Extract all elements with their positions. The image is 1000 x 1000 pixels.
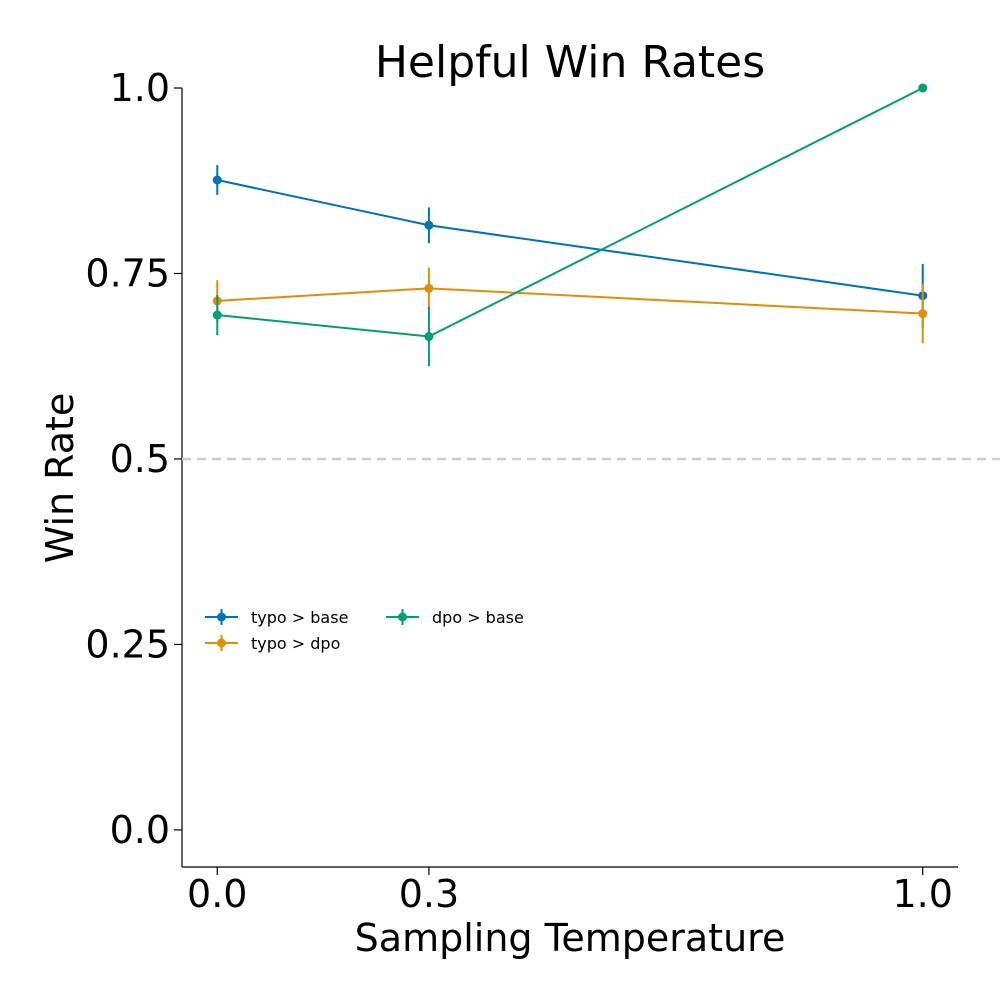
data-point-typo-dpo: [424, 283, 434, 293]
data-point-dpo-base: [918, 83, 928, 93]
data-point-dpo-base: [212, 310, 222, 320]
legend-marker-dpo-base: [398, 612, 407, 622]
series-line-dpo-base: [217, 87, 924, 338]
y-axis-label: Win Rate: [38, 393, 82, 564]
y-tick-label: 0.25: [85, 622, 170, 666]
data-point-typo-base: [424, 220, 434, 230]
data-point-typo-base: [212, 175, 222, 185]
y-tick-label: 0.0: [110, 808, 170, 852]
series-line-typo-base: [217, 179, 923, 297]
data-point-dpo-base: [424, 332, 434, 342]
x-tick-label: 0.0: [187, 872, 247, 916]
chart-title: Helpful Win Rates: [375, 37, 765, 88]
y-tick-label: 0.5: [110, 437, 170, 481]
legend-label-typo-base: typo > base: [251, 608, 348, 627]
legend-marker-typo-base: [217, 612, 226, 622]
x-tick-label: 0.3: [399, 872, 459, 916]
x-axis-label: Sampling Temperature: [355, 916, 786, 960]
series-line-typo-dpo: [217, 287, 923, 315]
data-point-typo-dpo: [918, 309, 928, 319]
legend-label-typo-dpo: typo > dpo: [251, 634, 340, 653]
x-tick-label: 1.0: [893, 872, 953, 916]
legend-label-dpo-base: dpo > base: [432, 608, 524, 627]
y-tick-label: 1.0: [110, 66, 170, 110]
y-tick-label: 0.75: [85, 251, 170, 295]
legend-marker-typo-dpo: [217, 638, 226, 648]
